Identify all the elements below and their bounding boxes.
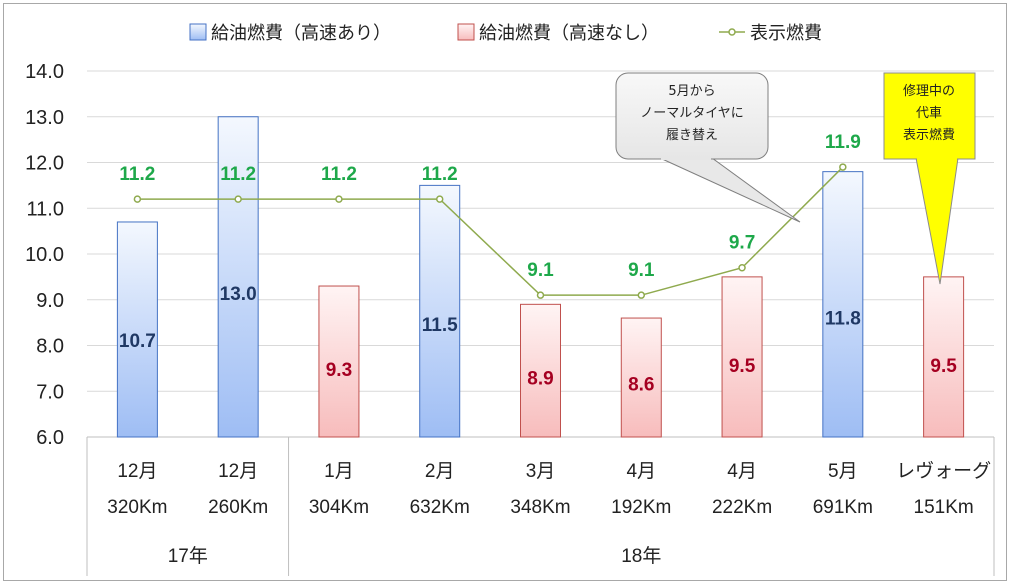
legend-label-display: 表示燃費 (750, 23, 822, 44)
category-label-line1: 4月 (626, 461, 656, 482)
line-point (536, 291, 545, 299)
y-tick-label: 13.0 (25, 107, 64, 129)
category-label-line2: 192Km (611, 497, 671, 518)
legend-swatch-no-highway (457, 23, 475, 41)
callout-text-line: 代車 (916, 106, 942, 121)
line-point (234, 195, 242, 203)
y-tick-label: 10.0 (25, 244, 64, 266)
category-label-line2: 320Km (107, 497, 167, 518)
bar-no-highway (923, 276, 965, 438)
category-label-line1: 3月 (526, 461, 556, 482)
data-labels: 10.7 13.0 11.5 11.8 9.3 8.9 8.6 9.5 9.5 11.2 11.2 1… (119, 132, 957, 395)
category-label-line1: レヴォーグ (896, 460, 991, 482)
line-value-label: 11.9 (825, 132, 861, 153)
category-label-line2: 222Km (712, 497, 772, 518)
bar-value-label: 11.5 (422, 315, 458, 336)
legend: 給油燃費（高速あり） 給油燃費（高速なし） 表示燃費 (189, 23, 822, 44)
category-label-line1: 12月 (117, 461, 157, 482)
category-label-line2: 260Km (208, 497, 268, 518)
bar-highway (822, 171, 864, 438)
bar-value-label: 11.8 (825, 309, 861, 330)
bar-value-label: 8.6 (628, 374, 654, 395)
bar-highway (217, 116, 259, 438)
line-point (637, 291, 646, 299)
bar-value-label: 10.7 (119, 331, 156, 352)
legend-marker-display (728, 28, 736, 36)
bar-highway (116, 221, 158, 438)
group-label: 18年 (621, 545, 661, 567)
bar-no-highway (721, 276, 763, 438)
bar-no-highway (520, 303, 561, 438)
bar-value-label: 9.3 (326, 360, 352, 381)
line-point (133, 195, 142, 203)
callout-text-line: 履き替え (666, 128, 718, 143)
category-label-line2: 151Km (914, 497, 974, 518)
bar-value-label: 9.5 (729, 356, 756, 377)
legend-swatch-highway (189, 23, 207, 41)
callout-pointer (659, 157, 801, 223)
line-point (335, 195, 343, 203)
display-fuel-line (133, 163, 847, 299)
bar-no-highway (318, 285, 360, 438)
callout-joint (917, 156, 957, 160)
category-label-line1: 2月 (425, 461, 455, 482)
callout-text-line: 修理中の (903, 84, 955, 99)
category-label-line2: 304Km (309, 497, 369, 518)
category-label-line1: 12月 (218, 461, 258, 482)
callout-loaner-car (883, 72, 976, 160)
x-axis-categories: 12月 320Km 12月 260Km 1月 304Km 2月 632Km 3月 348Km 4月 1… (86, 437, 995, 576)
legend-label-highway: 給油燃費（高速あり） (211, 23, 391, 44)
group-label: 17年 (168, 545, 208, 567)
y-tick-label: 8.0 (36, 336, 64, 358)
callout-joint (661, 156, 711, 160)
bar-value-label: 9.5 (930, 356, 957, 377)
line-value-label: 11.2 (220, 164, 256, 185)
y-axis: 6.0 7.0 8.0 9.0 10.0 11.0 12.0 13.0 14.0 (25, 61, 994, 449)
bar-value-label: 13.0 (220, 284, 257, 305)
bar-value-label: 8.9 (527, 368, 553, 389)
line-point (738, 263, 746, 272)
bar-highway (419, 184, 461, 438)
y-tick-label: 12.0 (25, 153, 64, 175)
callout-text-line: 表示燃費 (903, 127, 955, 143)
category-label-line2: 691Km (813, 497, 873, 518)
callout-pointer (915, 157, 959, 285)
line-value-label: 11.2 (119, 164, 155, 185)
line-value-label: 11.2 (422, 164, 458, 185)
category-label-line2: 348Km (510, 497, 570, 518)
callout-text-line: ノーマルタイヤに (640, 106, 744, 121)
y-tick-label: 7.0 (36, 381, 64, 403)
category-label-line1: 1月 (324, 461, 354, 482)
category-label-line1: 4月 (727, 461, 757, 482)
y-tick-label: 6.0 (36, 427, 64, 449)
bars (116, 116, 965, 438)
bar-no-highway (620, 317, 662, 438)
y-tick-label: 11.0 (27, 198, 64, 220)
category-label-line2: 632Km (410, 497, 470, 518)
y-tick-label: 9.0 (36, 290, 64, 312)
line-value-label: 9.1 (527, 260, 554, 281)
y-tick-label: 14.0 (25, 61, 64, 83)
line-point (435, 195, 444, 203)
line-value-label: 11.2 (321, 164, 357, 185)
line-point (839, 163, 847, 171)
line-value-label: 9.1 (628, 260, 655, 281)
legend-label-no-highway: 給油燃費（高速なし） (479, 23, 659, 44)
line-display-fuel (137, 166, 844, 296)
category-label-line1: 5月 (828, 461, 858, 482)
line-value-label: 9.7 (729, 233, 755, 254)
callout-text-line: 5月から (668, 84, 715, 99)
